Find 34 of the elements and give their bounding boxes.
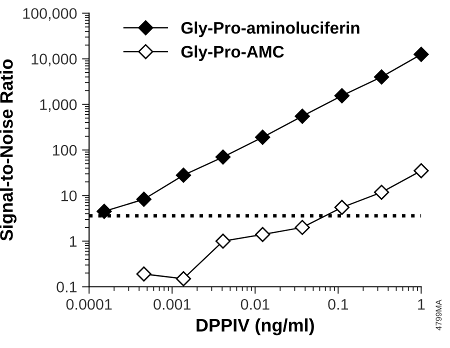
x-tick-label: 0.01: [240, 298, 270, 310]
point: [176, 168, 192, 183]
point: [215, 149, 231, 165]
legend-label: Gly-Pro-aminoluciferin: [181, 22, 360, 38]
y-tick-label: 1: [70, 236, 77, 247]
y-tick-label: 0.1: [56, 282, 77, 292]
x-axis-title: DPPIV (ng/ml): [196, 318, 314, 336]
y-tick-label: 1,000: [40, 99, 77, 112]
point: [215, 234, 231, 249]
y-tick-label: 100,000: [23, 8, 77, 21]
point: [176, 271, 192, 286]
y-axis-title: Signal-to-Noise Ratio: [0, 59, 17, 241]
point: [374, 69, 390, 85]
point: [136, 192, 152, 207]
legend-label: Gly-Pro-AMC: [181, 45, 284, 61]
point: [334, 200, 350, 215]
point: [294, 220, 310, 236]
point: [255, 226, 270, 242]
x-tick-label: 0.001: [154, 298, 190, 310]
y-tick-label: 10,000: [32, 54, 77, 66]
point: [374, 184, 390, 200]
point: [294, 108, 310, 124]
point: [136, 266, 152, 282]
x-tick-label: 0.1: [328, 298, 348, 310]
y-tick-label: 100: [52, 144, 77, 156]
x-tick-label: 1: [418, 299, 425, 310]
text: 4799MA: [436, 300, 442, 330]
point: [414, 163, 429, 178]
y-tick-label: 10: [61, 190, 77, 202]
x-tick-label: 0.0001: [66, 298, 112, 310]
point: [334, 88, 350, 104]
point: [255, 130, 270, 145]
point: [414, 46, 429, 62]
point: [96, 204, 112, 219]
